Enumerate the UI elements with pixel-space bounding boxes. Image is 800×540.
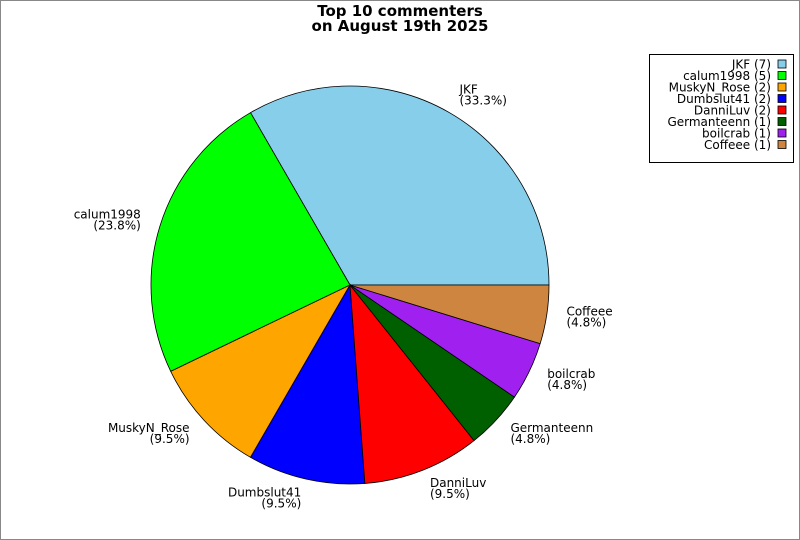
legend-label: Coffeee (1) xyxy=(704,138,771,152)
legend-swatch xyxy=(777,82,787,92)
legend-label: Dumbslut41 (2) xyxy=(677,92,771,106)
pie-slice xyxy=(349,284,550,345)
pie-slice xyxy=(349,283,475,484)
chart-title: Top 10 commenters xyxy=(317,2,483,20)
legend-swatch xyxy=(777,128,787,138)
legend-swatch xyxy=(777,59,787,69)
slice-label: Dumbslut41 xyxy=(228,485,301,499)
slice-label: DanniLuv xyxy=(430,476,486,490)
legend-swatch xyxy=(777,94,787,103)
slice-value-label: (9.5%) xyxy=(150,432,190,446)
pie-slice xyxy=(249,85,550,286)
slice-label: boilcrab xyxy=(547,367,595,381)
legend-label: calum1998 (5) xyxy=(683,69,771,83)
slice-value-label: (23.8%) xyxy=(93,218,140,232)
slice-label: Coffeee xyxy=(566,305,612,319)
slice-value-label: (9.5%) xyxy=(430,487,470,501)
slice-value-label: (9.5%) xyxy=(261,496,301,510)
slice-label: Germanteenn xyxy=(510,421,593,435)
pie-slice xyxy=(249,283,366,485)
slice-value-label: (4.8%) xyxy=(547,378,587,392)
legend-box xyxy=(649,54,794,163)
pie-slice xyxy=(170,284,351,458)
legend-label: boilcrab (1) xyxy=(702,127,771,141)
legend-label: JKF (7) xyxy=(731,58,771,72)
slice-label: calum1998 xyxy=(74,207,141,221)
pie-slice xyxy=(150,112,351,372)
slice-label: JKF xyxy=(458,82,477,96)
legend-swatch xyxy=(777,71,787,80)
legend-swatch xyxy=(777,140,787,149)
legend-swatch xyxy=(777,117,787,126)
chart-title: on August 19th 2025 xyxy=(312,17,489,35)
slice-label: MuskyN_Rose xyxy=(108,421,190,435)
slice-value-label: (4.8%) xyxy=(510,432,550,446)
slice-value-label: (33.3%) xyxy=(459,93,506,107)
legend-swatch xyxy=(777,105,787,115)
legend-label: MuskyN_Rose (2) xyxy=(669,81,771,95)
legend-label: Germanteenn (1) xyxy=(667,115,771,129)
slice-value-label: (4.8%) xyxy=(566,316,606,330)
legend-label: DanniLuv (2) xyxy=(694,104,771,118)
